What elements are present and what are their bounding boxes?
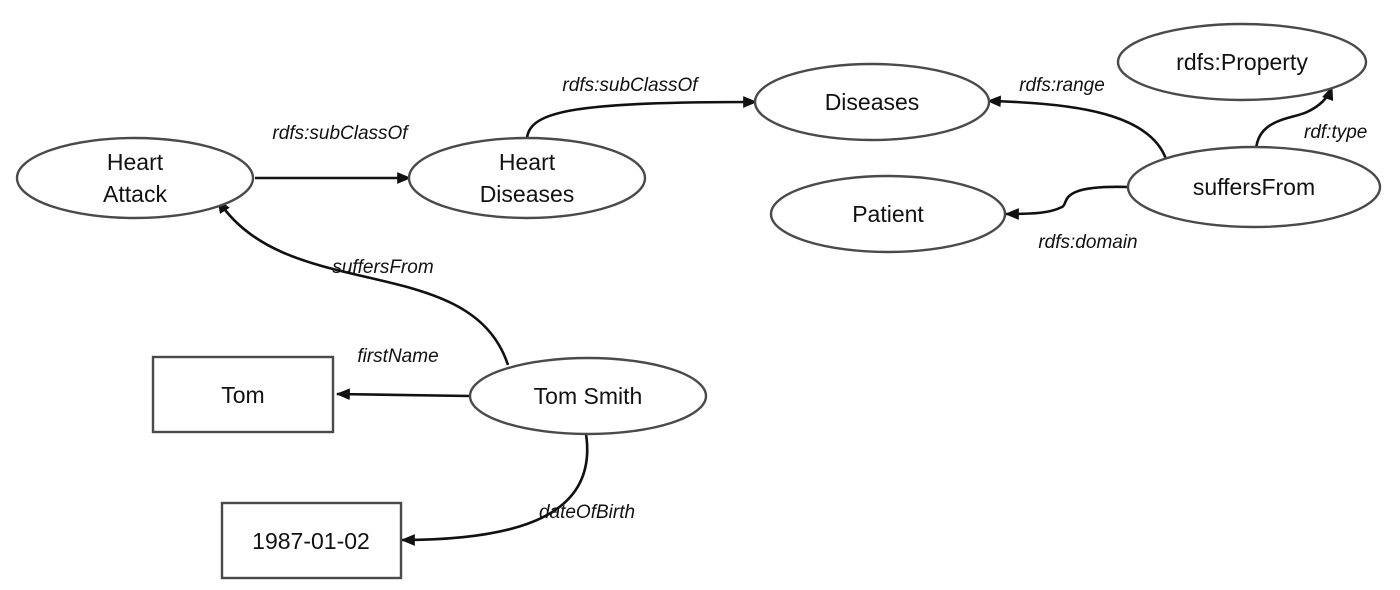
node-diseases-shape	[753, 62, 991, 142]
node-suffersfrom-property: suffersFrom	[1126, 145, 1382, 229]
node-dob-value: 1987-01-02	[220, 501, 403, 580]
node-suffersfrom-property-label: suffersFrom	[1193, 174, 1315, 200]
edge-label-heartdiseases-subclassof: rdfs:subClassOf	[562, 75, 699, 96]
edge-suffersfrom: suffersFrom	[216, 199, 510, 366]
edge-line-firstname	[335, 388, 471, 401]
edge-label-suffersfrom: suffersFrom	[332, 257, 433, 278]
edge-firstname: firstName	[335, 346, 471, 401]
node-heart-diseases-line-1: Heart	[499, 149, 556, 175]
node-tom-smith-shape	[468, 356, 708, 436]
edge-line-heartdiseases-subclassof	[525, 96, 758, 139]
node-patient-shape	[769, 174, 1007, 254]
edge-label-type: rdf:type	[1304, 122, 1367, 143]
node-dob-value-label: 1987-01-02	[252, 528, 370, 554]
edge-label-heartattack-subclassof: rdfs:subClassOf	[272, 123, 409, 144]
node-heart-attack-shape	[15, 136, 255, 220]
node-rdfs-property: rdfs:Property	[1116, 22, 1368, 102]
node-suffersfrom-property-shape	[1126, 145, 1382, 229]
edge-type: rdf:type	[1254, 85, 1367, 161]
node-dob-value-shape	[220, 501, 403, 580]
node-heart-attack-line-1: Heart	[107, 149, 164, 175]
edge-range: rdfs:range	[986, 75, 1168, 160]
edge-line-domain	[1004, 185, 1129, 220]
edge-heartdiseases-subclassof: rdfs:subClassOf	[525, 75, 758, 139]
node-tom-shape	[151, 355, 335, 434]
node-heart-attack-line-2: Attack	[103, 181, 167, 207]
edge-line-dateofbirth	[400, 427, 589, 546]
node-heart-attack: Heart Attack	[15, 136, 255, 220]
edge-label-domain: rdfs:domain	[1038, 232, 1137, 253]
node-tom-smith: Tom Smith	[468, 356, 708, 436]
edge-line-range	[986, 95, 1168, 160]
edge-line-suffersfrom	[216, 199, 510, 366]
edge-domain: rdfs:domain	[1004, 185, 1138, 253]
node-patient: Patient	[769, 174, 1007, 254]
edge-heartattack-subclassof: rdfs:subClassOf	[255, 123, 412, 184]
node-tom-smith-label: Tom Smith	[534, 383, 643, 409]
node-tom-label: Tom	[221, 382, 264, 408]
edge-label-dateofbirth: dateOfBirth	[539, 502, 635, 523]
node-heart-diseases: Heart Diseases	[407, 136, 647, 220]
edge-line-type	[1254, 85, 1334, 161]
node-heart-diseases-shape	[407, 136, 647, 220]
node-patient-label: Patient	[852, 201, 924, 227]
node-rdfs-property-shape	[1116, 22, 1368, 102]
edge-label-range: rdfs:range	[1019, 75, 1105, 96]
edge-dateofbirth: dateOfBirth	[400, 427, 635, 546]
node-tom: Tom	[151, 355, 335, 434]
node-rdfs-property-label: rdfs:Property	[1176, 49, 1308, 75]
node-diseases-label: Diseases	[825, 89, 920, 115]
node-diseases: Diseases	[753, 62, 991, 142]
edge-label-firstname: firstName	[357, 346, 438, 367]
node-heart-diseases-line-2: Diseases	[480, 181, 575, 207]
